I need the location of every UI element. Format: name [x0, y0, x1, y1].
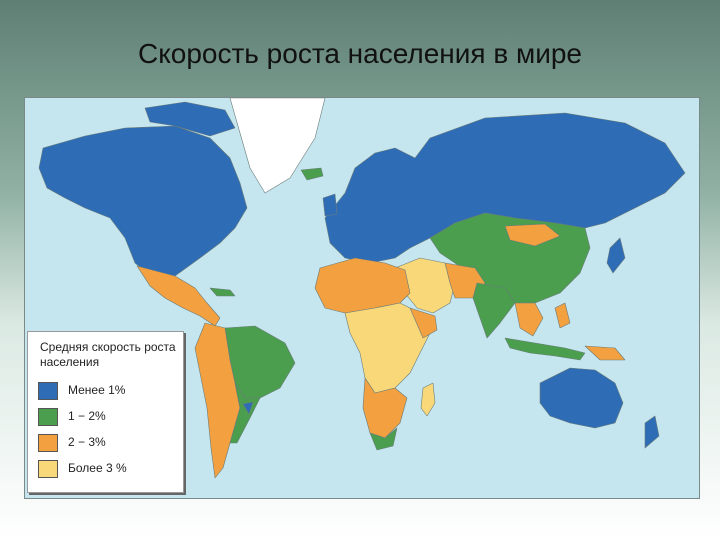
region-japan — [606, 237, 626, 274]
region-andes — [194, 322, 241, 479]
legend-label-low: Менее 1% — [68, 383, 126, 397]
region-southern-africa — [362, 377, 408, 439]
region-central-africa — [344, 302, 431, 394]
slide-title: Скорость роста населения в мире — [137, 38, 583, 69]
legend-swatch-high — [38, 434, 58, 452]
map-legend: Средняя скорость роста населения Менее 1… — [27, 331, 184, 493]
region-arctic-islands — [144, 101, 236, 137]
region-middle-east — [394, 257, 456, 314]
region-uk — [322, 193, 338, 217]
region-iceland — [300, 167, 324, 181]
legend-label-very-high: Более 3 % — [68, 461, 127, 475]
region-greenland — [229, 98, 326, 194]
region-new-guinea — [584, 345, 626, 361]
region-europe — [324, 112, 686, 264]
region-mongolia — [504, 223, 561, 247]
legend-item-very-high: Более 3 % — [38, 460, 178, 478]
legend-title: Средняя скорость роста населения — [40, 340, 176, 369]
legend-item-high: 2 − 3% — [38, 434, 178, 452]
region-philippines — [554, 302, 571, 329]
region-argentina — [229, 382, 261, 444]
region-indonesia — [504, 337, 586, 361]
legend-item-mid: 1 − 2% — [38, 408, 178, 426]
region-india — [472, 282, 516, 339]
legend-swatch-low — [38, 382, 58, 400]
region-new-zealand — [644, 415, 660, 449]
region-uruguay — [242, 401, 254, 415]
legend-item-low: Менее 1% — [38, 382, 178, 400]
region-north-america — [38, 125, 248, 279]
legend-swatch-very-high — [38, 460, 58, 478]
region-madagascar — [420, 382, 436, 417]
legend-label-high: 2 − 3% — [68, 435, 106, 449]
legend-label-mid: 1 − 2% — [68, 409, 106, 423]
region-australia — [539, 367, 624, 429]
region-horn-of-africa — [409, 307, 438, 339]
region-south-africa — [369, 427, 398, 451]
legend-swatch-mid — [38, 408, 58, 426]
region-se-asia — [514, 302, 544, 337]
region-caribbean — [209, 287, 236, 297]
